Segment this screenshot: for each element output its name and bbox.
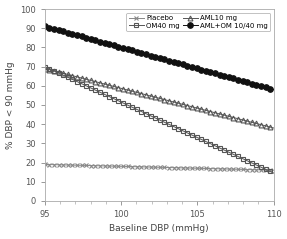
OM40 mg xyxy=(57,72,60,75)
AML10 mg xyxy=(260,124,264,126)
OM40 mg xyxy=(52,70,56,72)
X-axis label: Baseline DBP (mmHg): Baseline DBP (mmHg) xyxy=(109,224,209,234)
AML10 mg xyxy=(52,70,56,72)
AML+OM 10/40 mg xyxy=(52,27,56,30)
Placebo xyxy=(86,164,89,167)
AML10 mg xyxy=(272,126,275,129)
AML+OM 10/40 mg xyxy=(86,37,89,39)
OM40 mg xyxy=(252,163,256,165)
AML10 mg xyxy=(57,71,60,74)
AML+OM 10/40 mg xyxy=(252,83,256,86)
OM40 mg xyxy=(86,85,89,88)
AML10 mg xyxy=(86,78,89,81)
AML10 mg xyxy=(104,83,108,86)
OM40 mg xyxy=(272,172,275,174)
Placebo xyxy=(252,168,256,171)
Placebo xyxy=(260,168,264,171)
AML10 mg xyxy=(43,67,46,70)
AML+OM 10/40 mg xyxy=(272,88,275,91)
Placebo xyxy=(43,163,46,166)
Line: OM40 mg: OM40 mg xyxy=(42,64,276,175)
AML+OM 10/40 mg xyxy=(43,25,46,28)
OM40 mg xyxy=(43,65,46,68)
Placebo xyxy=(52,163,56,166)
AML10 mg xyxy=(252,121,256,124)
Y-axis label: % DBP < 90 mmHg: % DBP < 90 mmHg xyxy=(5,61,15,149)
OM40 mg xyxy=(260,166,264,169)
Placebo xyxy=(104,164,108,167)
Placebo xyxy=(272,169,275,172)
OM40 mg xyxy=(104,93,108,96)
Line: Placebo: Placebo xyxy=(42,162,276,173)
Line: AML10 mg: AML10 mg xyxy=(42,66,276,130)
AML+OM 10/40 mg xyxy=(104,42,108,45)
AML+OM 10/40 mg xyxy=(260,85,264,88)
AML+OM 10/40 mg xyxy=(57,29,60,32)
Legend: Placebo, OM40 mg, AML10 mg, AML+OM 10/40 mg: Placebo, OM40 mg, AML10 mg, AML+OM 10/40… xyxy=(126,12,270,31)
Placebo xyxy=(57,163,60,166)
Line: AML+OM 10/40 mg: AML+OM 10/40 mg xyxy=(42,23,276,92)
